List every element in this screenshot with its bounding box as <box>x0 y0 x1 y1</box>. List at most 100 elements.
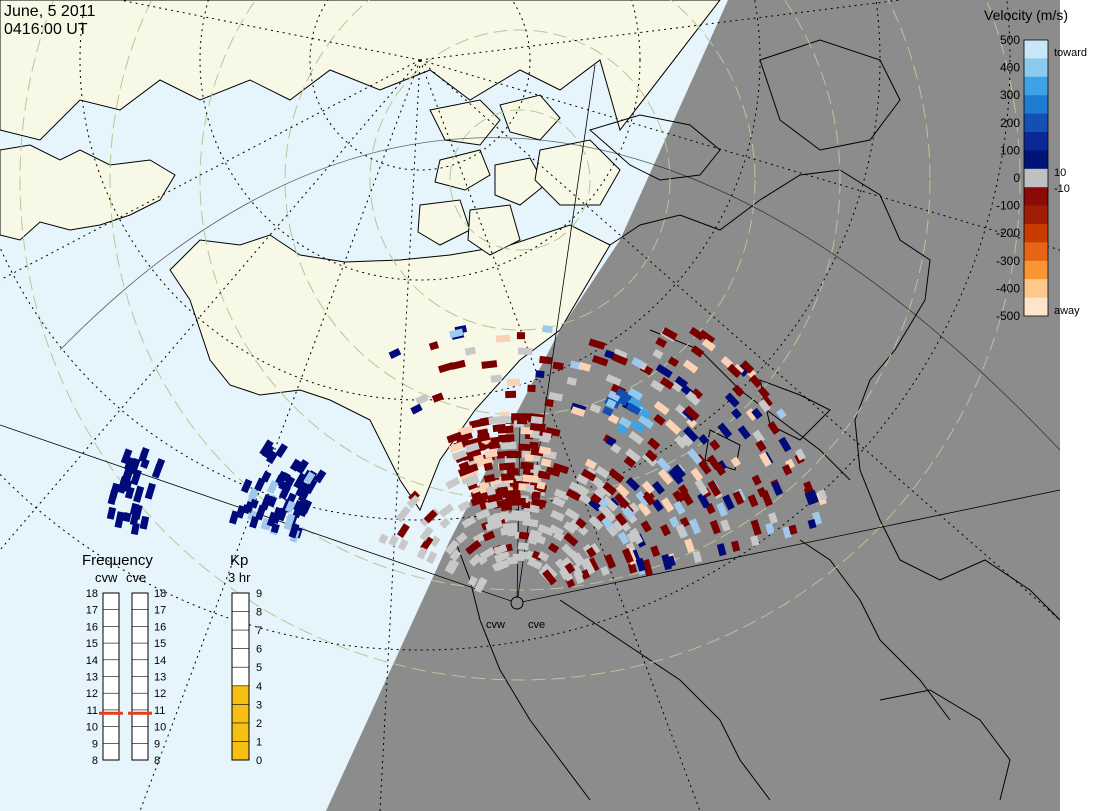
velocity-vector <box>717 422 733 439</box>
velocity-vector <box>522 517 539 528</box>
velocity-tick-label: -300 <box>996 254 1020 268</box>
radar-site-marker <box>510 596 524 610</box>
velocity-vector <box>448 441 464 453</box>
velocity-vector <box>450 359 466 370</box>
velocity-vector <box>292 503 304 519</box>
frequency-tick-label: 13 <box>154 672 166 684</box>
velocity-vector <box>563 532 579 547</box>
velocity-vector <box>771 480 783 496</box>
velocity-vector <box>807 519 817 529</box>
frequency-tick-label: 15 <box>154 638 166 650</box>
geo-grid <box>0 0 1060 811</box>
velocity-vector <box>445 476 461 490</box>
velocity-vector <box>124 486 135 500</box>
velocity-vector <box>265 450 278 465</box>
velocity-vector <box>520 461 534 470</box>
velocity-toward-label: toward <box>1054 47 1087 59</box>
velocity-vector <box>542 325 553 334</box>
velocity-vector <box>737 425 751 440</box>
velocity-vector <box>610 443 622 454</box>
velocity-vector <box>672 464 686 479</box>
kp-tick-label: 4 <box>256 681 262 693</box>
kp-fill-segment <box>232 704 249 723</box>
velocity-vector <box>730 540 741 553</box>
frequency-tick-label: 14 <box>86 655 98 667</box>
velocity-vector <box>550 509 565 522</box>
velocity-vector <box>560 567 574 582</box>
velocity-vector <box>280 471 291 483</box>
velocity-vector <box>716 543 727 557</box>
velocity-vector <box>716 502 728 517</box>
velocity-vector <box>114 511 125 529</box>
velocity-vector <box>506 378 521 386</box>
velocity-vector <box>494 559 510 572</box>
velocity-vector <box>618 416 632 429</box>
velocity-vector <box>527 557 543 570</box>
velocity-vector <box>155 458 166 469</box>
velocity-vector <box>757 386 770 399</box>
frequency-tick-label: 8 <box>92 755 98 767</box>
velocity-vector <box>650 545 661 558</box>
velocity-vector <box>768 512 778 524</box>
velocity-vector <box>760 489 773 507</box>
velocity-vector <box>604 349 615 360</box>
velocity-vector <box>395 505 411 523</box>
arctic-islands <box>417 94 621 256</box>
velocity-vector <box>266 511 278 527</box>
kp-tick-label: 8 <box>256 607 262 619</box>
velocity-colorbar-segment <box>1024 260 1048 280</box>
velocity-vector <box>714 463 726 476</box>
velocity-vector <box>651 498 664 512</box>
velocity-vector <box>396 523 410 539</box>
velocity-vector <box>781 464 793 476</box>
velocity-vector <box>673 500 686 515</box>
velocity-vector <box>601 516 614 530</box>
velocity-vector <box>500 526 516 536</box>
velocity-vector <box>694 478 709 496</box>
velocity-vector <box>244 500 255 514</box>
velocity-vector <box>487 518 498 528</box>
velocity-vector <box>686 417 698 429</box>
velocity-vector <box>388 534 399 547</box>
kp-fill-segment <box>232 722 249 742</box>
velocity-vector <box>457 425 474 436</box>
velocity-vector <box>537 523 555 537</box>
velocity-vector <box>661 327 678 341</box>
velocity-vector <box>749 374 763 388</box>
velocity-vector <box>537 470 551 480</box>
velocity-vector <box>498 434 515 443</box>
velocity-vector <box>139 515 150 529</box>
velocity-vector <box>474 578 487 594</box>
velocity-vector <box>122 512 132 523</box>
velocity-vector <box>580 468 597 482</box>
velocity-vector <box>607 413 620 425</box>
velocity-vector <box>612 348 628 360</box>
velocity-vector <box>653 400 670 416</box>
velocity-vector <box>109 482 121 500</box>
velocity-vector <box>493 544 508 555</box>
frequency-tick-label: 14 <box>154 655 166 667</box>
velocity-vector <box>600 565 610 576</box>
velocity-tick-label: 200 <box>1000 116 1020 130</box>
velocity-vector <box>635 557 647 572</box>
velocity-vector <box>525 484 535 493</box>
velocity-vector <box>674 375 689 389</box>
velocity-vector <box>612 519 625 533</box>
velocity-vector <box>682 359 699 374</box>
velocity-vector <box>530 531 541 541</box>
velocity-vector <box>144 482 156 500</box>
velocity-vector <box>698 460 712 475</box>
velocity-vector <box>547 542 560 554</box>
velocity-vector <box>598 503 611 517</box>
velocity-vector <box>235 504 247 519</box>
velocity-vector <box>750 519 762 536</box>
velocity-tick-label: 400 <box>1000 61 1020 75</box>
velocity-vector <box>511 413 525 421</box>
velocity-vector <box>804 491 816 506</box>
velocity-vector <box>553 488 570 501</box>
velocity-vector <box>689 326 705 341</box>
velocity-vector <box>437 362 455 374</box>
velocity-vector <box>527 384 536 393</box>
frequency-tick-label: 9 <box>154 738 160 750</box>
